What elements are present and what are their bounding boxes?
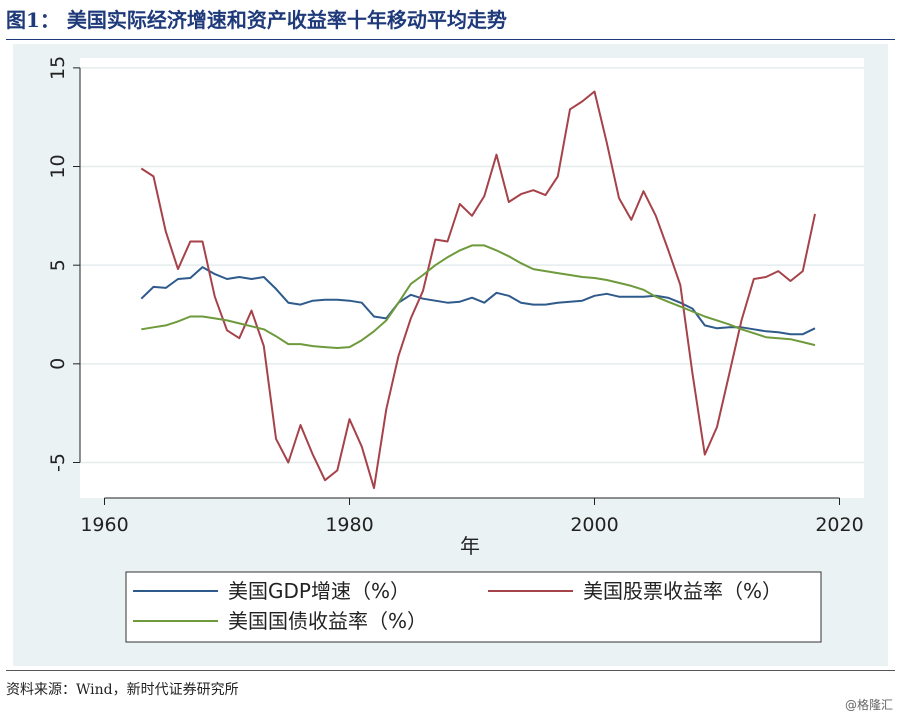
y-tick-label-5: 5: [47, 259, 69, 271]
plot-area: [80, 58, 864, 498]
title-rule: [6, 39, 895, 40]
series-lines: [140, 90, 816, 490]
legend: 美国GDP增速（%） 美国股票收益率（%） 美国国债收益率（%）: [133, 579, 782, 633]
y-tick-label-15: 15: [47, 56, 69, 80]
y-axis-ticks: -5 0 5 10 15: [47, 56, 80, 472]
y-tick-label--5: -5: [47, 453, 69, 472]
legend-label-0: 美国GDP增速（%）: [228, 579, 410, 603]
legend-label-1: 美国股票收益率（%）: [583, 579, 782, 603]
series-line-1: [140, 90, 816, 490]
footer-rule: [6, 670, 895, 671]
watermark: @格隆汇: [844, 698, 893, 712]
x-tick-label-1980: 1980: [325, 514, 373, 536]
legend-box: [125, 571, 822, 643]
figure-title: 图1： 美国实际经济增速和资产收益率十年移动平均走势: [6, 8, 507, 32]
series-line-0: [140, 266, 816, 336]
grid-lines: [80, 67, 864, 464]
x-tick-label-1960: 1960: [80, 514, 128, 536]
x-tick-label-2020: 2020: [815, 514, 863, 536]
x-axis-ticks: 1960 1980 2000 2020: [80, 498, 864, 536]
x-axis-label: 年: [460, 534, 480, 558]
legend-label-2: 美国国债收益率（%）: [228, 609, 427, 633]
source-note: 资料来源：Wind，新时代证券研究所: [6, 682, 239, 698]
series-line-2: [141, 244, 816, 349]
x-tick-label-2000: 2000: [570, 514, 618, 536]
y-tick-label-10: 10: [47, 154, 69, 178]
y-tick-label-0: 0: [47, 358, 69, 370]
